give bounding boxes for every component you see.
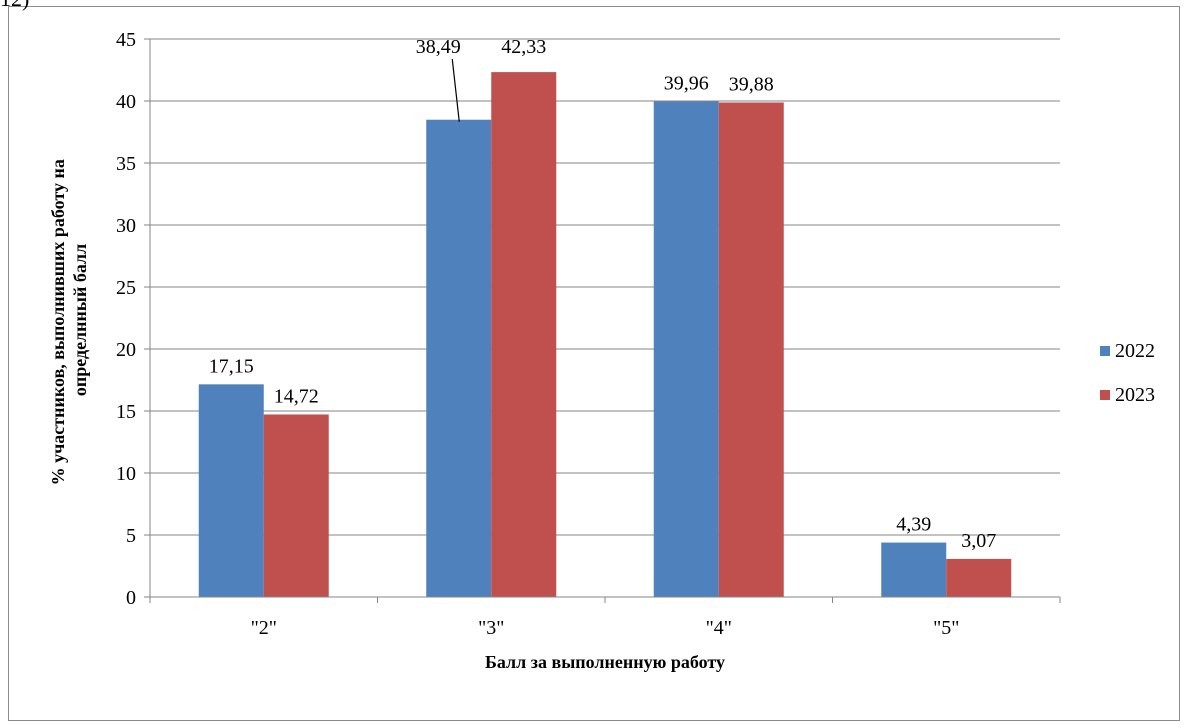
bar-2022-3 — [881, 542, 947, 597]
data-label-leader-2022-1 — [451, 58, 460, 122]
data-label-2023-3: 3,07 — [961, 530, 996, 552]
x-tick-label-2: "4" — [706, 617, 732, 639]
bar-2022-1 — [426, 119, 492, 597]
y-axis-title: % участников, выполнивших работу на опре… — [48, 155, 90, 486]
bar-2023-0 — [263, 414, 329, 597]
legend-item-2023: 2023 — [1100, 382, 1155, 408]
x-axis: "2" "3" "4" "5" — [149, 596, 1061, 639]
legend-label-2022: 2022 — [1115, 339, 1155, 362]
bar-2022-0 — [198, 384, 264, 597]
x-tick-label-3: "5" — [933, 617, 959, 639]
bar-2022-2 — [653, 101, 719, 597]
x-tick-label-1: "3" — [478, 617, 504, 639]
x-tick-label-0: "2" — [251, 617, 277, 639]
bar-2023-2 — [718, 102, 784, 597]
figure-number: 12) — [0, 0, 29, 12]
gridlines — [150, 38, 1060, 536]
data-label-2022-0: 17,15 — [209, 355, 254, 377]
data-labels: 17,15 14,72 38,49 42,33 39,96 39,88 4,39 3,07 — [209, 36, 997, 552]
chart-frame — [8, 6, 1180, 721]
y-tick-label-25: 25 — [116, 277, 136, 299]
legend-label-2023: 2023 — [1115, 383, 1155, 406]
y-tick-label-40: 40 — [116, 91, 136, 113]
legend-item-2022: 2022 — [1100, 338, 1155, 364]
y-tick-label-15: 15 — [116, 401, 136, 423]
bar-2023-1 — [491, 72, 557, 597]
legend: 2022 2023 — [1100, 338, 1155, 426]
y-tick-label-0: 0 — [126, 587, 136, 609]
data-label-2022-3: 4,39 — [896, 514, 931, 536]
legend-swatch-2022 — [1100, 346, 1110, 356]
y-tick-label-20: 20 — [116, 339, 136, 361]
y-tick-label-30: 30 — [116, 215, 136, 237]
data-label-2022-2: 39,96 — [664, 72, 709, 94]
y-tick-label-5: 5 — [126, 525, 136, 547]
bars — [198, 72, 1012, 597]
y-tick-label-10: 10 — [116, 463, 136, 485]
y-axis: 0 5 10 15 20 25 30 35 40 45 — [116, 29, 151, 609]
legend-swatch-2023 — [1100, 390, 1110, 400]
data-label-2023-1: 42,33 — [501, 36, 546, 58]
data-label-2023-2: 39,88 — [729, 73, 774, 95]
data-label-2022-1: 38,49 — [416, 36, 461, 58]
y-tick-label-35: 35 — [116, 153, 136, 175]
x-axis-title: Балл за выполненную работу — [485, 652, 725, 672]
y-axis-title-line-1: % участников, выполнивших работу на — [48, 159, 68, 485]
y-axis-title-line-2: определнный балл — [70, 244, 90, 396]
data-label-2023-0: 14,72 — [274, 385, 319, 407]
bar-2023-3 — [946, 558, 1012, 597]
y-tick-label-45: 45 — [116, 29, 136, 51]
